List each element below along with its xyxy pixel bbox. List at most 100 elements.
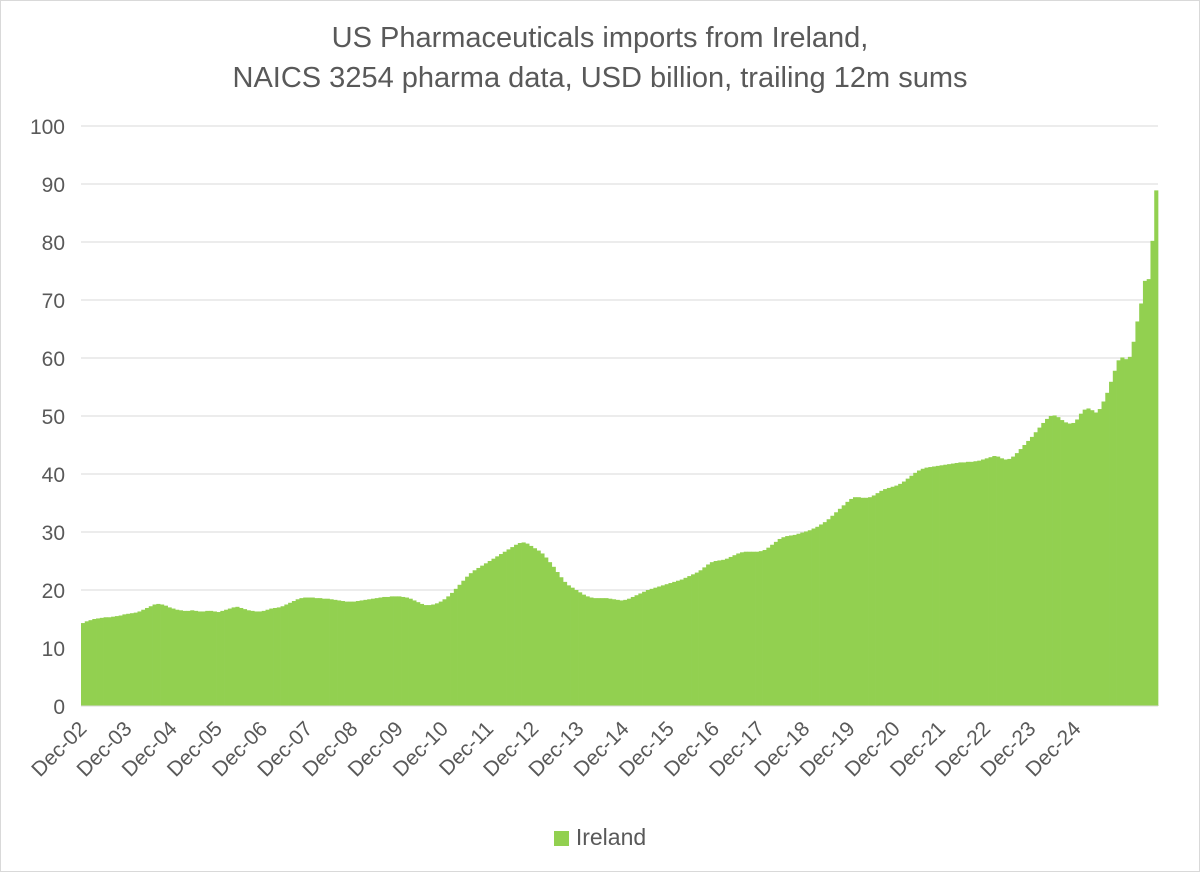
bar (547, 562, 553, 706)
bar (487, 561, 492, 706)
bar (608, 598, 613, 706)
bar (107, 617, 112, 706)
bar (1037, 427, 1042, 706)
bar (830, 515, 835, 706)
bar (1075, 419, 1080, 706)
bar (645, 590, 650, 706)
bar (581, 594, 586, 706)
bar (476, 567, 481, 706)
bar (190, 610, 195, 706)
bar (220, 610, 225, 706)
bar (574, 590, 579, 706)
bar (1109, 381, 1114, 706)
bar (461, 580, 466, 706)
bar (1139, 303, 1144, 706)
bar (450, 592, 455, 706)
bar (600, 598, 605, 706)
bar (856, 497, 861, 706)
legend-swatch (553, 831, 569, 846)
bar (404, 597, 409, 706)
bar (570, 587, 575, 706)
bar (126, 613, 131, 706)
bar (747, 551, 752, 706)
bar (175, 609, 180, 706)
bar (235, 606, 240, 706)
y-tick-label: 50 (42, 406, 65, 429)
bar (792, 534, 797, 706)
bar (495, 556, 500, 706)
bar (306, 597, 312, 706)
bar (472, 570, 477, 706)
bar (996, 456, 1001, 706)
bar (675, 580, 681, 706)
bar (412, 600, 417, 706)
bar (242, 609, 248, 706)
legend: Ireland (0, 822, 1200, 852)
bar (423, 605, 428, 706)
bar (1003, 459, 1008, 706)
bar (325, 598, 330, 706)
bar (815, 526, 820, 706)
chart-title: US Pharmaceuticals imports from Ireland,… (0, 18, 1200, 98)
bar (551, 566, 556, 706)
bar (156, 603, 161, 706)
bar (525, 543, 530, 706)
bar (611, 599, 617, 706)
bar (363, 599, 368, 706)
bar (807, 530, 812, 706)
bar (197, 611, 202, 706)
bar (785, 536, 790, 706)
bar (84, 621, 89, 706)
bar (977, 460, 982, 706)
bar (193, 610, 199, 706)
bar (314, 598, 319, 706)
bar (627, 598, 632, 706)
bar (1007, 458, 1012, 706)
bar (943, 464, 948, 706)
bar (374, 598, 379, 706)
bar (1093, 412, 1099, 706)
bar (431, 604, 436, 706)
bar (81, 623, 86, 706)
bar (216, 612, 221, 706)
bar (800, 532, 805, 706)
bar (344, 601, 349, 706)
bar (465, 576, 470, 706)
bar (201, 611, 206, 706)
bar (532, 548, 538, 706)
bar (446, 596, 451, 706)
bar (337, 600, 342, 706)
bar (122, 614, 127, 706)
bar (257, 611, 263, 706)
bar (480, 565, 485, 706)
bar (894, 485, 899, 706)
bar (163, 605, 168, 706)
bar (1011, 456, 1016, 706)
y-tick-label: 40 (42, 464, 65, 487)
bar (901, 481, 907, 706)
bar (559, 577, 564, 706)
bar (318, 598, 323, 706)
bar (1041, 422, 1046, 706)
bar (883, 489, 888, 706)
bar (250, 610, 255, 706)
bar (868, 497, 873, 706)
bar (167, 607, 172, 706)
bar (114, 616, 120, 706)
bar (540, 553, 545, 706)
bar (657, 586, 662, 706)
bar (137, 611, 142, 706)
bar (1146, 279, 1151, 706)
bar (129, 613, 135, 706)
bar (935, 465, 940, 706)
bar (145, 607, 150, 706)
bar (826, 519, 831, 706)
bar (849, 498, 854, 706)
bar (1026, 440, 1031, 706)
bar (770, 544, 775, 706)
bar (589, 597, 594, 706)
bar (615, 599, 620, 706)
bar (766, 547, 771, 706)
bar (864, 497, 869, 706)
bar (932, 466, 937, 706)
